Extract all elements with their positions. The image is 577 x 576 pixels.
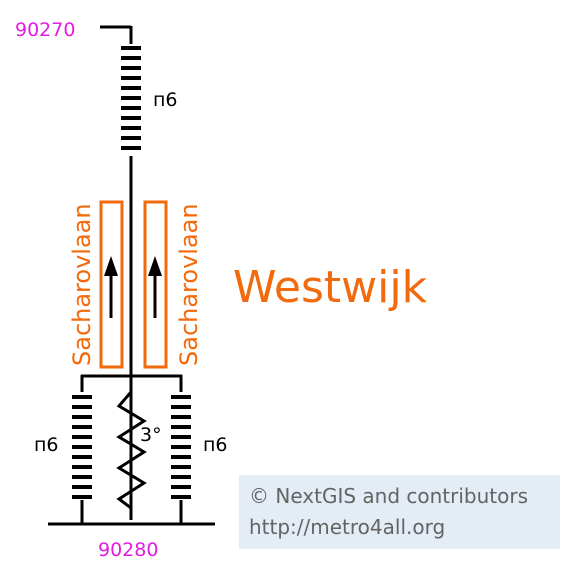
right-direction-arrow-icon (148, 256, 162, 318)
bottom-exit-code: 90280 (98, 539, 158, 561)
bottom-left-stairs (72, 397, 92, 497)
credits-copyright: © NextGIS and contributors (249, 484, 528, 508)
left-direction-arrow-icon (104, 256, 118, 318)
top-exit-code: 90270 (15, 19, 75, 41)
top-stairs-label: п6 (153, 89, 178, 111)
right-platform-label: Sacharovlaan (175, 203, 203, 366)
station-name: Westwijk (233, 262, 428, 313)
credits-url: http://metro4all.org (249, 515, 445, 539)
left-platform-label: Sacharovlaan (68, 203, 96, 366)
ramp-slope-label: 3° (140, 424, 162, 446)
bottom-right-stairs-label: п6 (203, 434, 228, 456)
bottom-right-stairs (171, 397, 191, 497)
credits-box: © NextGIS and contributors http://metro4… (239, 475, 560, 549)
top-stairs (121, 48, 141, 148)
bottom-left-stairs-label: п6 (34, 434, 59, 456)
